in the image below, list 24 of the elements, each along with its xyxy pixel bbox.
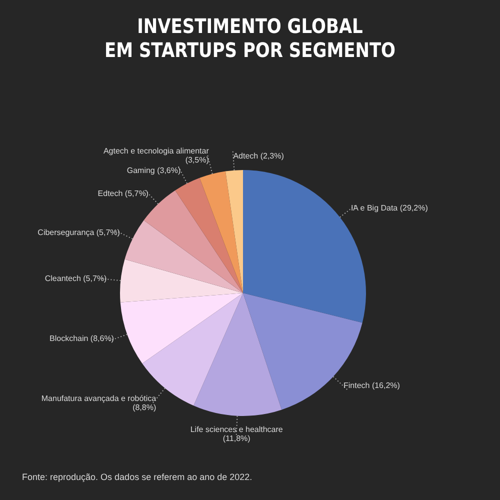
chart-title: INVESTIMENTO GLOBAL EM STARTUPS POR SEGMENTO xyxy=(104,14,396,62)
slice-label: Life sciences e healthcare xyxy=(190,424,284,434)
pie-slice xyxy=(243,170,366,323)
slice-label: Fintech (16,2%) xyxy=(343,381,400,390)
slice-label: Agtech e tecnologia alimentar xyxy=(103,146,210,156)
slice-label: Gaming (3,6%) xyxy=(126,166,182,176)
pie-slice xyxy=(124,220,243,293)
pie-slice xyxy=(120,259,243,302)
pie-slice xyxy=(200,171,243,293)
slice-label: Edtech (5,7%) xyxy=(98,188,149,198)
source-note: Fonte: reprodução. Os dados se referem ao ano de 2022. xyxy=(22,472,252,482)
data-label: (11,8%) xyxy=(222,434,251,443)
slice-label: Cibersegurança (5,7%) xyxy=(38,228,120,237)
slice-label: Manufatura avançada e robótica xyxy=(41,394,157,404)
data-label: (8,8%) xyxy=(132,403,156,412)
data-label: (3,5%) xyxy=(185,155,210,164)
slice-label: IA e Big Data (29,2%) xyxy=(350,204,428,213)
pie-slice xyxy=(120,293,243,364)
pie-slice xyxy=(225,170,243,293)
pie-slice xyxy=(194,293,282,416)
slice-label: Adtech (2,3%) xyxy=(233,151,284,160)
slice-label: Cleantech (5,7%) xyxy=(44,274,108,284)
pie-slice xyxy=(175,178,243,293)
slice-label: Blockchain (8,6%) xyxy=(50,334,114,344)
